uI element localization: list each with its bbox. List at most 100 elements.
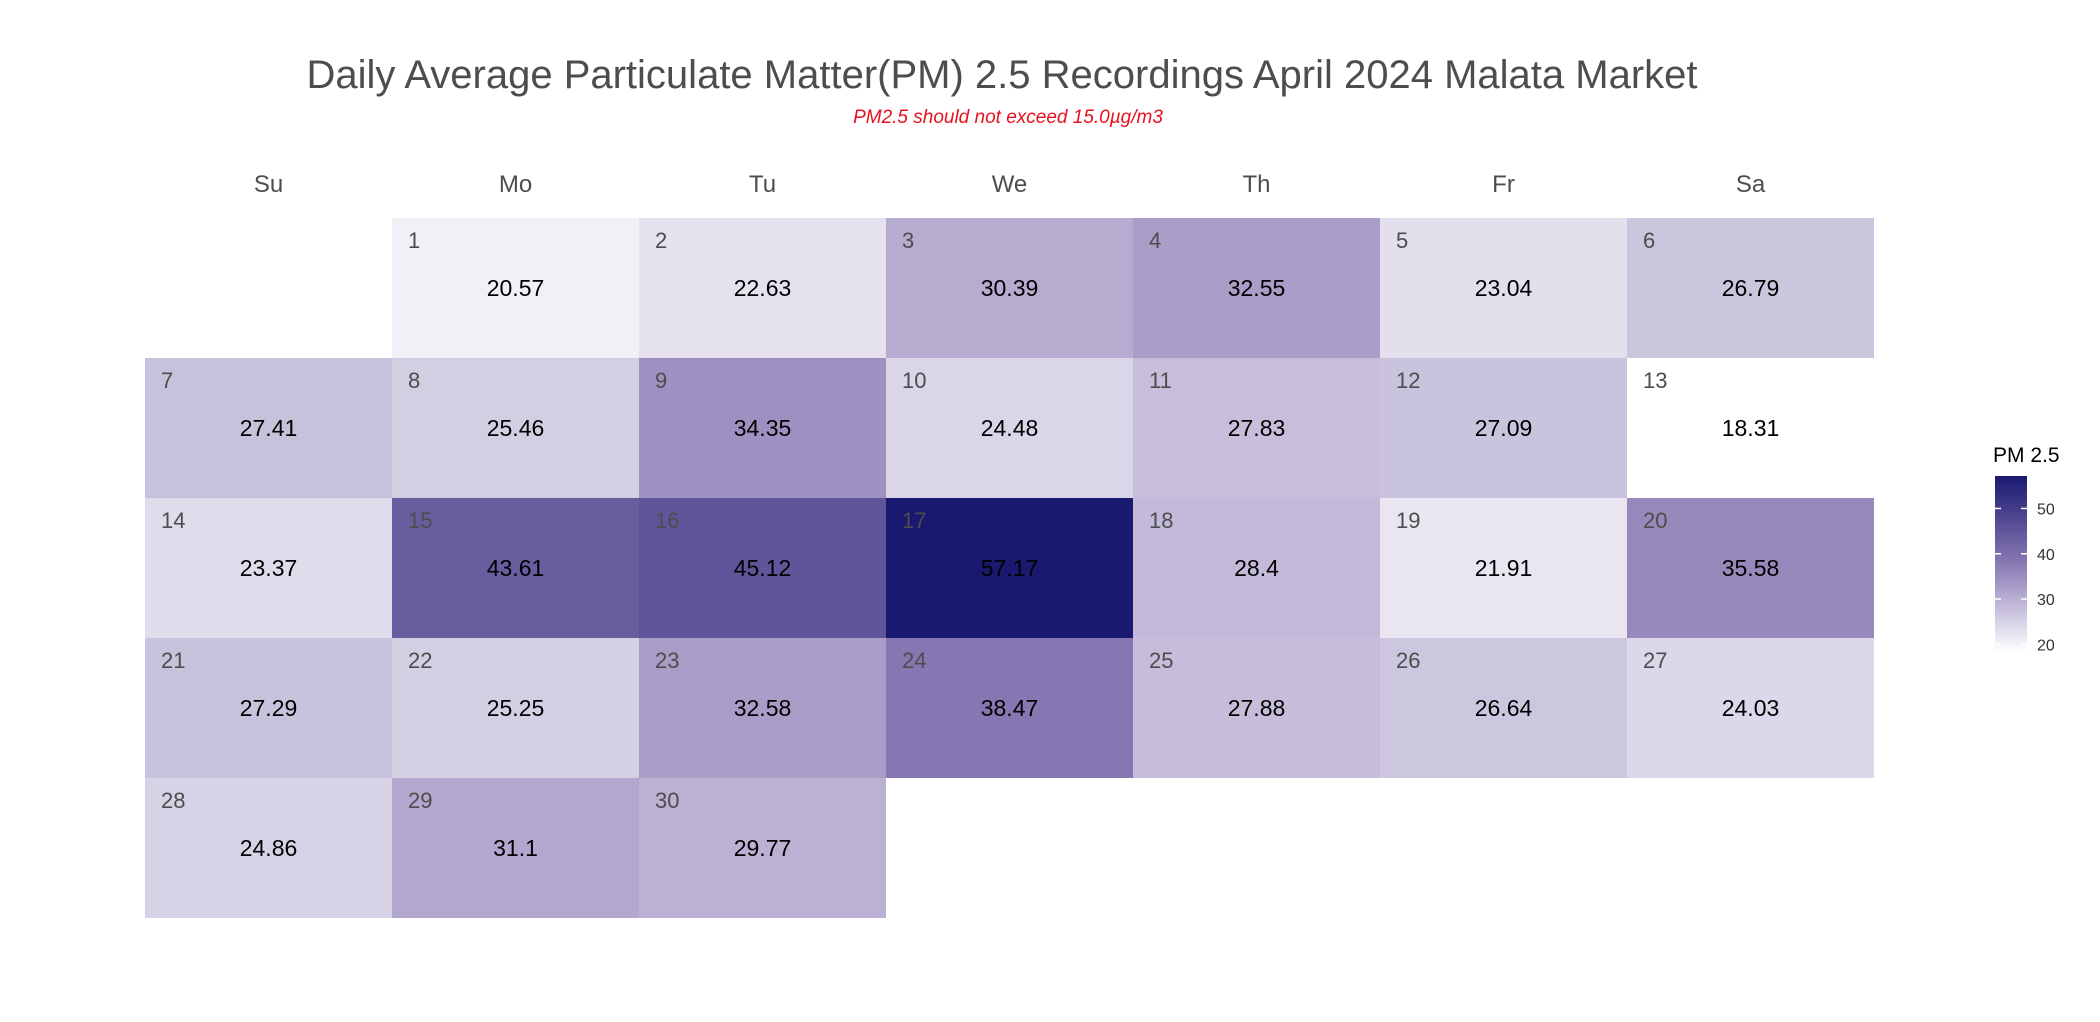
day-value: 35.58 bbox=[1722, 555, 1780, 581]
day-cell: 626.79 bbox=[1627, 218, 1874, 358]
day-number: 18 bbox=[1149, 508, 1173, 533]
day-cell: 20 35.58 bbox=[1627, 498, 1874, 638]
day-cell-tile bbox=[1133, 638, 1380, 778]
day-value: 31.1 bbox=[493, 835, 538, 861]
weekday-label: Mo bbox=[499, 171, 532, 198]
day-number: 15 bbox=[408, 508, 432, 533]
day-number: 22 bbox=[408, 648, 432, 673]
day-number: 12 bbox=[1396, 368, 1420, 393]
day-value: 24.03 bbox=[1722, 695, 1780, 721]
day-value: 25.46 bbox=[487, 415, 545, 441]
day-value: 32.58 bbox=[734, 695, 792, 721]
day-cell: 727.41 bbox=[145, 358, 392, 498]
day-value: 34.35 bbox=[734, 415, 792, 441]
day-value: 30.39 bbox=[981, 275, 1039, 301]
day-number: 1 bbox=[408, 228, 420, 253]
weekday-label: Fr bbox=[1492, 171, 1515, 198]
day-number: 5 bbox=[1396, 228, 1408, 253]
day-number: 4 bbox=[1149, 228, 1161, 253]
day-value: 23.37 bbox=[240, 555, 298, 581]
day-value: 24.48 bbox=[981, 415, 1039, 441]
day-cell-tile bbox=[145, 638, 392, 778]
day-cell-tile bbox=[392, 498, 639, 638]
day-cell: 11 27.83 bbox=[1133, 358, 1380, 498]
day-value: 38.47 bbox=[981, 695, 1039, 721]
day-number: 8 bbox=[408, 368, 420, 393]
day-value: 27.41 bbox=[240, 415, 298, 441]
day-cell-tile bbox=[145, 358, 392, 498]
day-cell-tile bbox=[639, 638, 886, 778]
day-cell-tile bbox=[1380, 498, 1627, 638]
day-number: 28 bbox=[161, 788, 185, 813]
legend-title: PM 2.5 bbox=[1993, 444, 2060, 467]
weekday-label: Sa bbox=[1736, 171, 1766, 198]
day-cell: 934.35 bbox=[639, 358, 886, 498]
day-value: 25.25 bbox=[487, 695, 545, 721]
day-cell-tile bbox=[1627, 358, 1874, 498]
day-number: 26 bbox=[1396, 648, 1420, 673]
day-number: 7 bbox=[161, 368, 173, 393]
day-cell: 10 24.48 bbox=[886, 358, 1133, 498]
day-value: 27.09 bbox=[1475, 415, 1533, 441]
day-number: 10 bbox=[902, 368, 926, 393]
day-cell-tile bbox=[1627, 498, 1874, 638]
day-cell: 23 32.58 bbox=[639, 638, 886, 778]
day-cell: 17 57.17 bbox=[886, 498, 1133, 638]
day-cell: 16 45.12 bbox=[639, 498, 886, 638]
day-number: 14 bbox=[161, 508, 185, 533]
legend-ticks: 20 30 40 50 bbox=[1995, 501, 2055, 654]
day-value: 29.77 bbox=[734, 835, 792, 861]
day-cell-tile bbox=[392, 778, 639, 918]
day-cell: 21 27.29 bbox=[145, 638, 392, 778]
day-value: 28.4 bbox=[1234, 555, 1279, 581]
day-cell: 24 38.47 bbox=[886, 638, 1133, 778]
day-value: 27.83 bbox=[1228, 415, 1286, 441]
day-value: 26.64 bbox=[1475, 695, 1533, 721]
weekday-headers: Su Mo Tu We Th Fr Sa bbox=[254, 171, 1766, 198]
day-cell-tile bbox=[639, 358, 886, 498]
day-number: 30 bbox=[655, 788, 679, 813]
day-number: 21 bbox=[161, 648, 185, 673]
day-number: 9 bbox=[655, 368, 667, 393]
day-cell: 26 26.64 bbox=[1380, 638, 1627, 778]
weekday-label: Su bbox=[254, 171, 283, 198]
day-number: 11 bbox=[1149, 368, 1172, 393]
day-cell: 330.39 bbox=[886, 218, 1133, 358]
day-cell: 22 25.25 bbox=[392, 638, 639, 778]
day-value: 23.04 bbox=[1475, 275, 1533, 301]
day-value: 21.91 bbox=[1475, 555, 1533, 581]
legend-colorbar bbox=[1995, 476, 2027, 652]
day-cell: 27 24.03 bbox=[1627, 638, 1874, 778]
day-cell-tile bbox=[1133, 218, 1380, 358]
day-cell-tile bbox=[639, 498, 886, 638]
day-cell-tile bbox=[639, 778, 886, 918]
chart-title: Daily Average Particulate Matter(PM) 2.5… bbox=[307, 53, 1698, 97]
day-cell-tile bbox=[145, 778, 392, 918]
day-cell-tile bbox=[392, 358, 639, 498]
day-number: 29 bbox=[408, 788, 432, 813]
day-cell: 523.04 bbox=[1380, 218, 1627, 358]
day-cell-tile bbox=[1627, 638, 1874, 778]
day-number: 25 bbox=[1149, 648, 1173, 673]
day-cell: 18 28.4 bbox=[1133, 498, 1380, 638]
day-cell: 15 43.61 bbox=[392, 498, 639, 638]
day-cell: 120.57 bbox=[392, 218, 639, 358]
day-number: 17 bbox=[902, 508, 926, 533]
day-cell: 19 21.91 bbox=[1380, 498, 1627, 638]
day-cell-tile bbox=[1380, 638, 1627, 778]
legend: PM 2.5 20 30 40 50 bbox=[1993, 444, 2060, 654]
day-number: 3 bbox=[902, 228, 914, 253]
legend-tick-label: 30 bbox=[2037, 592, 2055, 609]
day-cell-tile bbox=[639, 218, 886, 358]
day-cell: 222.63 bbox=[639, 218, 886, 358]
weekday-label: Th bbox=[1242, 171, 1270, 198]
day-cell: 30 29.77 bbox=[639, 778, 886, 918]
weekday-label: We bbox=[992, 171, 1028, 198]
day-number: 19 bbox=[1396, 508, 1420, 533]
legend-tick-label: 20 bbox=[2037, 637, 2055, 654]
day-number: 16 bbox=[655, 508, 679, 533]
day-cell-tile bbox=[1627, 218, 1874, 358]
calendar-cells: 120.57222.63330.39432.55523.04626.79727.… bbox=[145, 218, 1874, 918]
chart-subtitle: PM2.5 should not exceed 15.0µg/m3 bbox=[853, 107, 1163, 128]
day-value: 26.79 bbox=[1722, 275, 1780, 301]
